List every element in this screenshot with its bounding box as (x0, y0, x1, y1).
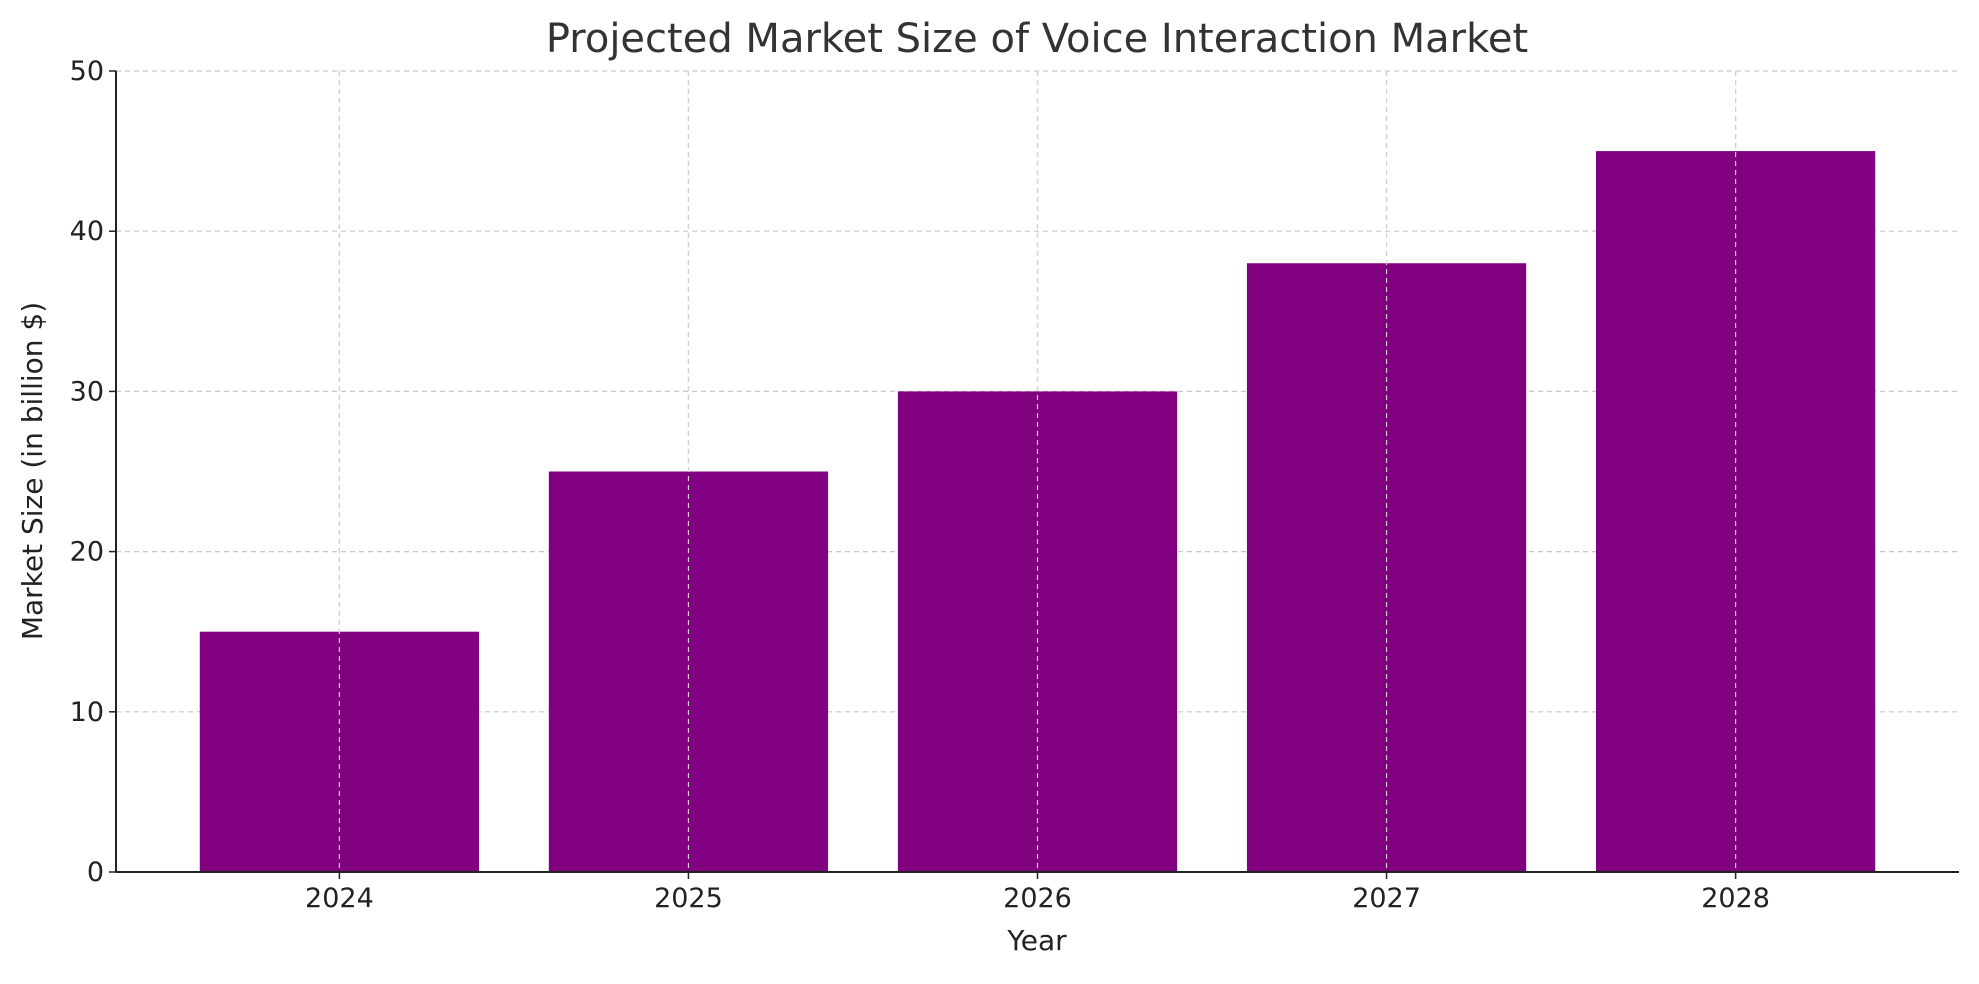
y-axis-label: Market Size (in billion $) (16, 302, 49, 640)
x-tick-label: 2026 (1003, 883, 1072, 914)
x-tick-label: 2028 (1701, 883, 1770, 914)
y-tick-label: 40 (70, 216, 104, 247)
y-tick-label: 50 (70, 56, 104, 87)
y-tick-label: 0 (87, 857, 104, 888)
y-tick-label: 30 (70, 376, 104, 407)
y-tick-label: 10 (70, 697, 104, 728)
y-tick-label: 20 (70, 537, 104, 568)
axes: 0 10 20 30 40 50 2024 2025 2026 2027 2028 (70, 56, 1959, 914)
x-axis-label: Year (1006, 924, 1067, 957)
chart-title: Projected Market Size of Voice Interacti… (546, 16, 1528, 62)
bar-2028 (1595, 151, 1876, 873)
x-tick-label: 2027 (1352, 883, 1421, 914)
bars (199, 71, 1876, 873)
x-tick-label: 2024 (305, 883, 374, 914)
x-tick-label: 2025 (654, 883, 723, 914)
bar-2025 (548, 471, 829, 872)
